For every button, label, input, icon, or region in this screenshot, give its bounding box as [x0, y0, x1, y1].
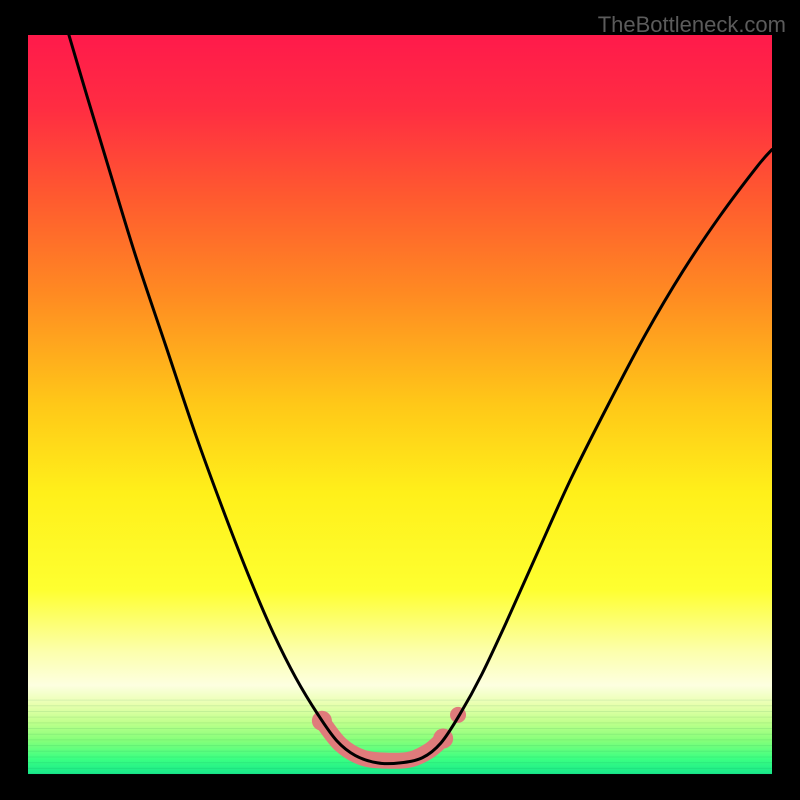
watermark-text: TheBottleneck.com: [598, 12, 786, 38]
chart-stage: TheBottleneck.com: [0, 0, 800, 800]
plot-background: [28, 35, 772, 774]
bottleneck-chart: [0, 0, 800, 800]
